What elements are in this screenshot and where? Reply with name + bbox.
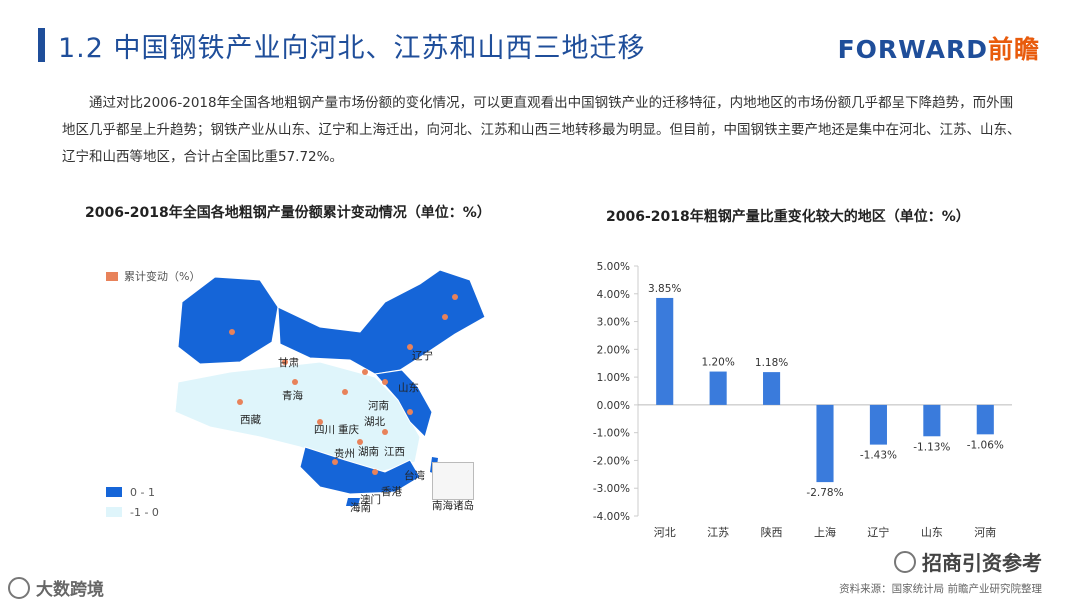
map-label-sichuan: 四川 <box>314 424 335 436</box>
bar-江苏 <box>709 371 727 405</box>
bar-value-label: -2.78% <box>806 487 843 499</box>
map-marker <box>407 409 413 415</box>
legend-swatch-positive <box>106 487 122 497</box>
x-category-label: 辽宁 <box>867 525 889 539</box>
brand-logo: FORWARD前瞻 <box>838 30 1040 66</box>
bar-value-label: -1.13% <box>913 441 950 453</box>
south-china-sea-label: 南海诸岛 <box>432 500 474 512</box>
map-label-hunan: 湖南 <box>358 446 379 458</box>
map-label-chongqing: 重庆 <box>338 424 359 436</box>
map-marker <box>342 389 348 395</box>
map-label-shandong: 山东 <box>398 382 419 394</box>
map-marker <box>442 314 448 320</box>
bar-上海 <box>816 404 834 483</box>
watermark-label: 大数跨境 <box>36 580 104 600</box>
y-tick-label: -2.00% <box>593 455 630 467</box>
x-category-label: 山东 <box>921 526 943 539</box>
watermark-logo: 大数跨境 <box>8 575 104 600</box>
legend-row-positive: 0 - 1 <box>106 482 159 502</box>
map-region-south <box>299 446 421 495</box>
map-marker <box>332 459 338 465</box>
x-category-label: 江苏 <box>707 526 729 539</box>
china-map <box>174 269 486 506</box>
map-region-east <box>374 369 433 438</box>
map-marker <box>282 359 288 365</box>
map-marker <box>317 419 323 425</box>
map-region-hainan <box>346 498 360 506</box>
y-tick-label: 3.00% <box>597 317 630 329</box>
map-label-macau: 澳门 <box>360 494 381 506</box>
legend-label-negative: -1 - 0 <box>130 505 159 519</box>
y-tick-label: -3.00% <box>593 483 630 495</box>
x-category-label: 河北 <box>654 526 676 539</box>
wechat-badge: 招商引资参考 <box>894 547 1042 576</box>
brand-main: FORWARD <box>837 35 988 64</box>
bar-value-label: -1.06% <box>967 439 1004 451</box>
south-china-sea-inset <box>432 462 474 500</box>
map-series-legend: 累计变动（%） <box>106 268 200 284</box>
map-region-xinjiang <box>177 276 279 365</box>
map-label-henan: 河南 <box>368 400 389 412</box>
map-label-hongkong: 香港 <box>381 486 402 498</box>
y-tick-label: -4.00% <box>593 511 630 523</box>
wechat-icon <box>894 550 916 573</box>
map-marker <box>357 439 363 445</box>
x-category-label: 陕西 <box>761 525 783 539</box>
map-legend: 0 - 1 -1 - 0 <box>106 482 159 522</box>
map-label-jiangxi: 江西 <box>384 446 405 458</box>
bar-value-label: -1.43% <box>860 450 897 462</box>
wechat-label: 招商引资参考 <box>922 551 1042 575</box>
bar-河南 <box>976 404 994 435</box>
map-label-qinghai: 青海 <box>282 390 303 402</box>
y-tick-label: -1.00% <box>593 428 630 440</box>
y-tick-label: 0.00% <box>597 400 630 412</box>
map-marker <box>229 329 235 335</box>
legend-row-negative: -1 - 0 <box>106 502 159 522</box>
map-label-xizang: 西藏 <box>240 414 261 426</box>
bar-chart: 5.00% 4.00% 3.00% 2.00% 1.00% 0.00% -1.00% -2.0… <box>593 261 1012 539</box>
bar-山东 <box>923 404 941 437</box>
x-category-label: 上海 <box>814 525 836 539</box>
map-label-liaoning: 辽宁 <box>412 350 433 362</box>
title-accent-bar <box>38 28 45 62</box>
source-note: 资料来源：国家统计局 前瞻产业研究院整理 <box>839 583 1042 595</box>
page-title: 1.2 中国钢铁产业向河北、江苏和山西三地迁移 <box>58 33 646 64</box>
y-tick-label: 4.00% <box>597 289 630 301</box>
watermark-icon <box>8 576 30 599</box>
map-marker <box>362 369 368 375</box>
bar-河北 <box>656 297 674 405</box>
map-label-guizhou: 贵州 <box>334 448 355 460</box>
legend-swatch-negative <box>106 507 122 517</box>
bar-陕西 <box>763 372 781 405</box>
brand-accent: 前瞻 <box>987 35 1040 64</box>
y-tick-label: 1.00% <box>597 372 630 384</box>
bar-辽宁 <box>869 404 887 445</box>
map-series-legend-label: 累计变动（%） <box>124 270 201 283</box>
map-marker <box>372 469 378 475</box>
map-title: 2006-2018年全国各地粗钢产量份额累计变动情况（单位：%） <box>85 205 491 221</box>
map-marker <box>407 344 413 350</box>
y-tick-label: 5.00% <box>597 261 630 273</box>
y-tick-label: 2.00% <box>597 344 630 356</box>
map-marker <box>382 429 388 435</box>
map-marker <box>237 399 243 405</box>
map-marker <box>382 379 388 385</box>
bar-chart-title: 2006-2018年粗钢产量比重变化较大的地区（单位：%） <box>606 209 970 225</box>
bar-value-label: 1.20% <box>701 357 734 369</box>
legend-label-positive: 0 - 1 <box>130 485 155 499</box>
map-label-hainan: 海南 <box>350 502 371 514</box>
map-label-gansu: 甘肃 <box>278 357 299 369</box>
bar-value-label: 1.18% <box>755 357 788 369</box>
intro-paragraph: 通过对比2006-2018年全国各地粗钢产量市场份额的变化情况，可以更直观看出中… <box>62 95 1021 165</box>
map-marker <box>452 294 458 300</box>
bar-value-label: 3.85% <box>648 283 681 295</box>
map-label-hubei: 湖北 <box>364 416 385 428</box>
legend-marker-swatch <box>106 271 118 281</box>
map-marker <box>292 379 298 385</box>
map-region-north <box>277 269 486 375</box>
map-label-taiwan: 台湾 <box>404 470 425 482</box>
x-category-label: 河南 <box>974 526 996 539</box>
